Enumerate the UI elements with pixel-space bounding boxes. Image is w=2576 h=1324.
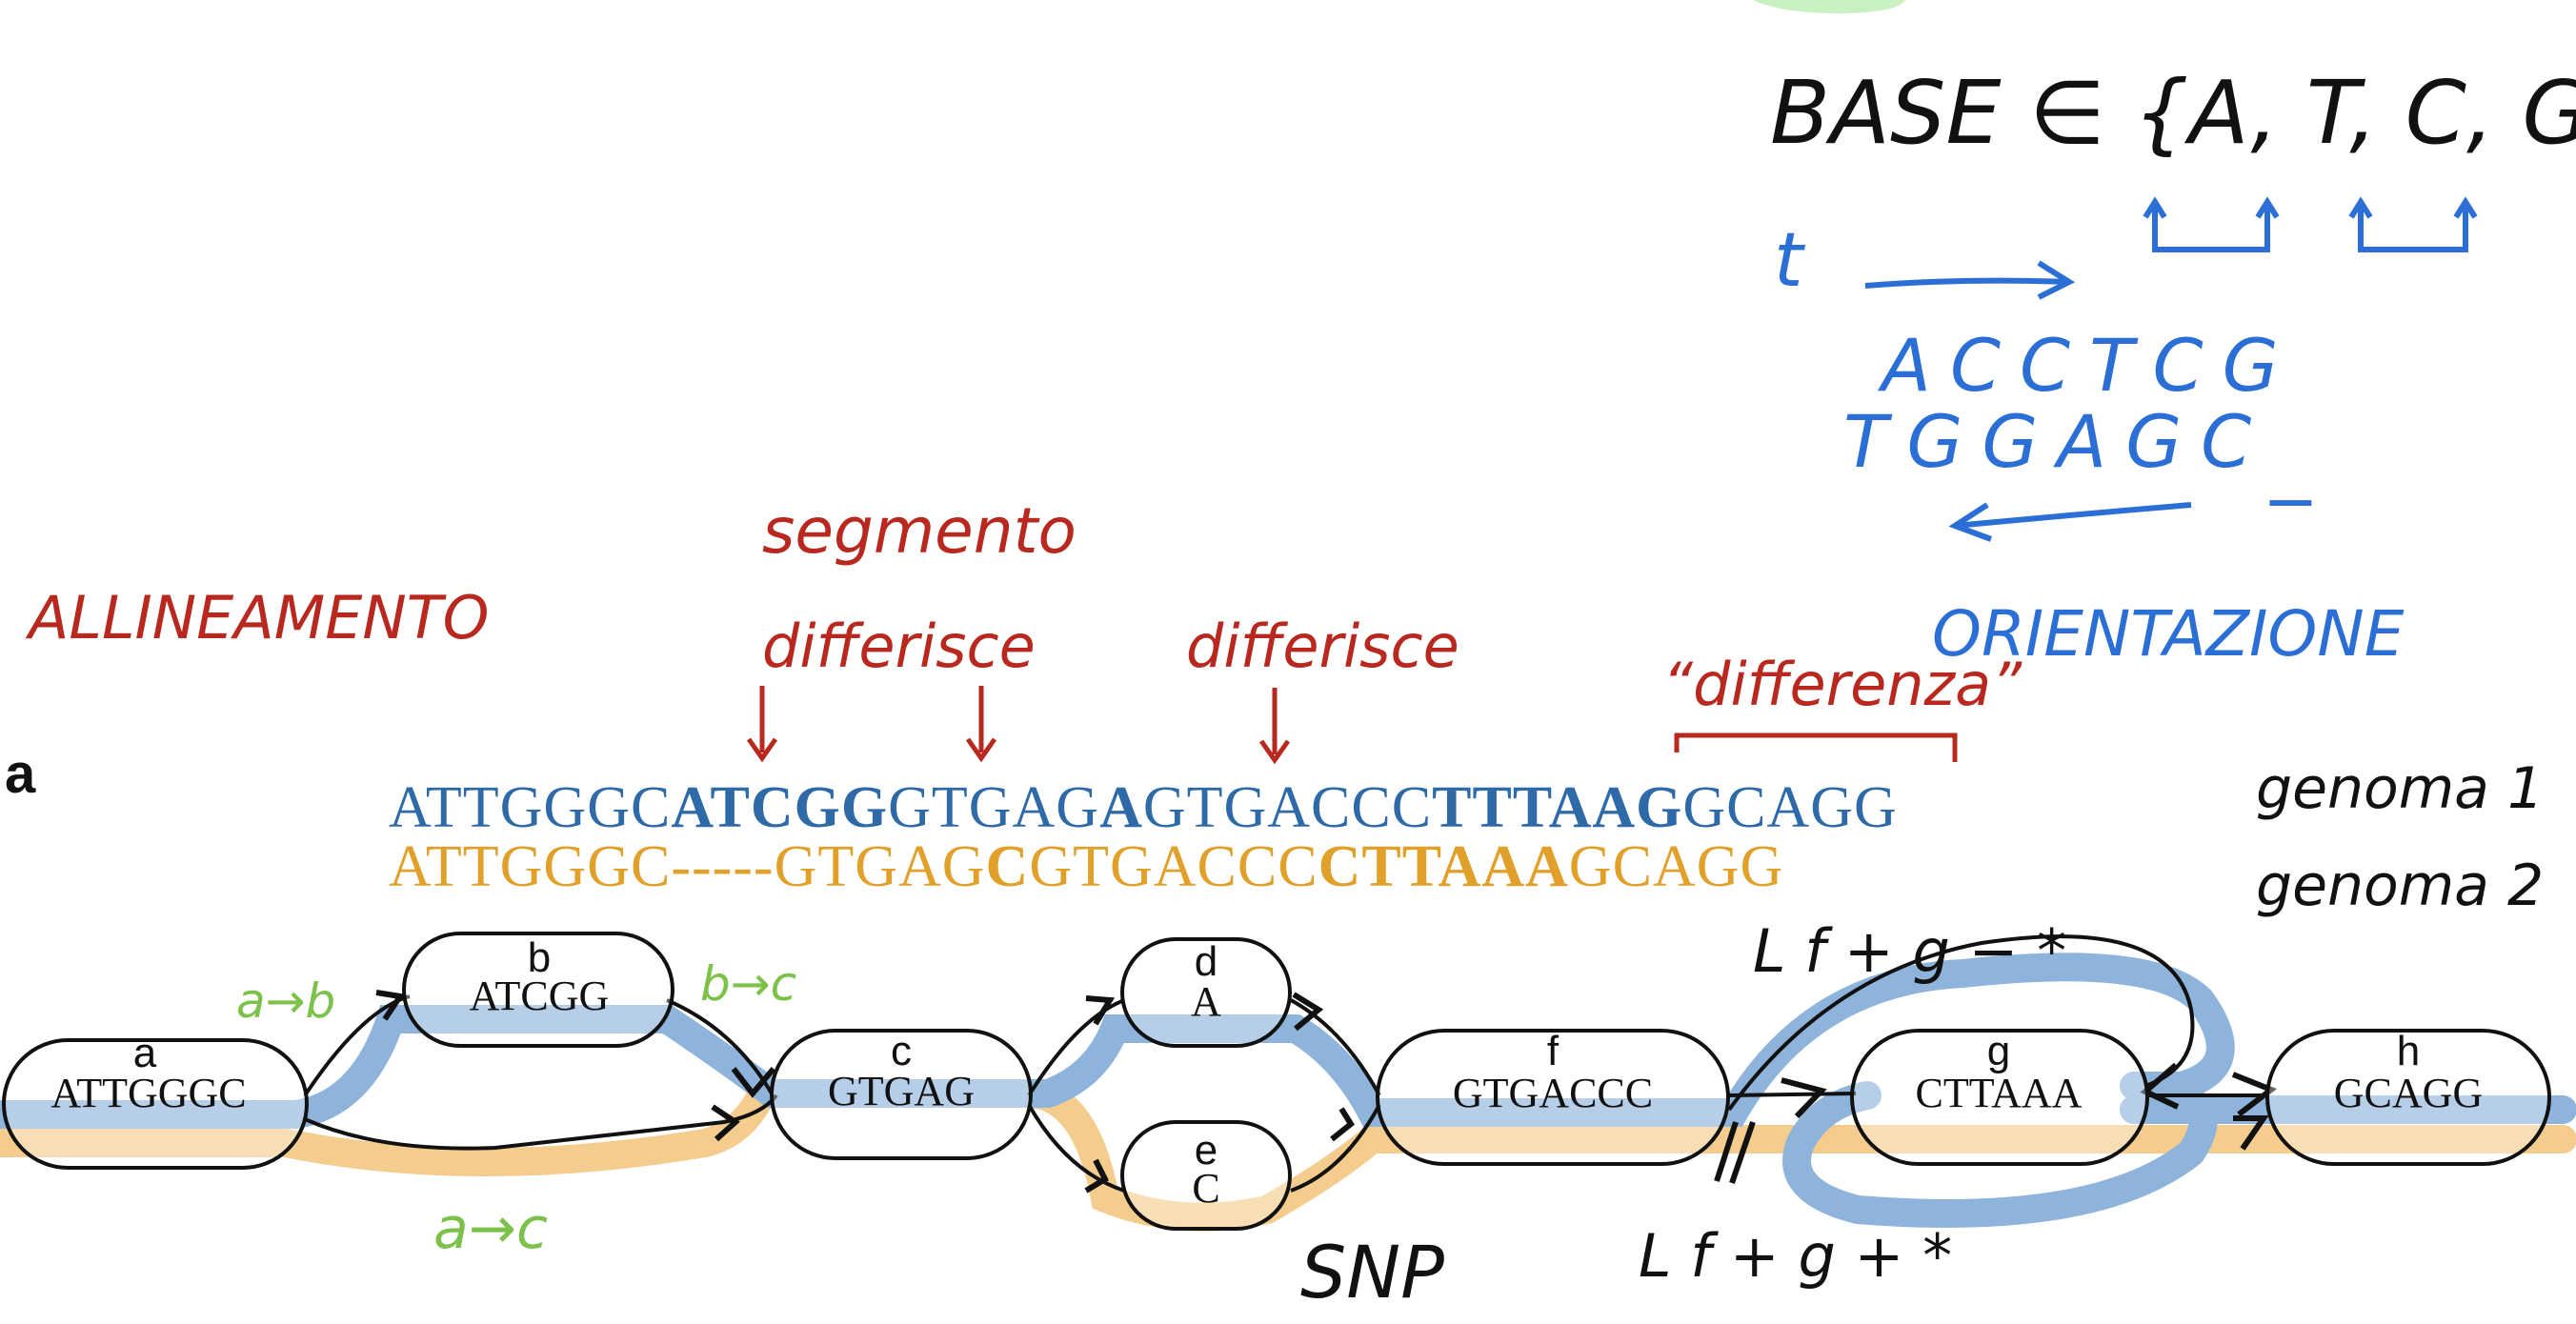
segmento-label: segmento bbox=[762, 494, 1077, 568]
complement-brackets bbox=[2143, 196, 2478, 252]
genome1-loop-path bbox=[1782, 1072, 2218, 1228]
svg-text:b: b bbox=[528, 934, 551, 981]
svg-text:A: A bbox=[1191, 978, 1221, 1025]
reverse-arrow bbox=[1948, 502, 2192, 542]
orientazione-label: ORIENTAZIONE bbox=[1932, 597, 2405, 671]
allineamento-label: ALLINEAMENTO bbox=[25, 583, 489, 652]
sequence-segment: GCAGG bbox=[1682, 775, 1897, 840]
reverse-sequence: TGGAGC bbox=[1843, 399, 2270, 484]
differisce-label-2: differisce bbox=[1186, 612, 1459, 681]
graph-edges bbox=[303, 934, 2269, 1193]
node-b: b ATCGG bbox=[402, 932, 674, 1048]
panel-label-a: a bbox=[5, 743, 36, 805]
sequence-segment: GTGAG bbox=[888, 775, 1099, 840]
base-set-annotation: BASE ∈ {A, T, C, G} bbox=[1770, 62, 2576, 164]
minus-sign: − bbox=[2263, 462, 2319, 540]
edge-label-b-c: b→c bbox=[700, 956, 796, 1012]
svg-text:f: f bbox=[1547, 1028, 1560, 1074]
sequence-segment: TTTAAG bbox=[1432, 775, 1682, 840]
node-f: f GTGACCC bbox=[1376, 1028, 1730, 1166]
genome1-sequence: ATTGGGCATCGGGTGAGAGTGACCCTTTAAGGCAGG bbox=[389, 775, 1898, 840]
lf-g-plus-label: L f + g + * bbox=[1639, 1221, 1952, 1291]
forward-arrow bbox=[1864, 260, 2076, 300]
lf-g-minus-label: L f + g − * bbox=[1753, 916, 2066, 986]
red-pointer-arrows bbox=[746, 686, 1958, 765]
sequence-segment: CTTAAA bbox=[1318, 834, 1569, 899]
svg-text:ATCGG: ATCGG bbox=[470, 973, 610, 1019]
svg-text:GCAGG: GCAGG bbox=[2334, 1070, 2483, 1116]
genome1-path bbox=[0, 953, 2235, 1129]
sequence-segment: ----- bbox=[671, 834, 774, 899]
green-highlight-fragment bbox=[1753, 0, 1905, 13]
svg-text:a: a bbox=[133, 1030, 157, 1076]
time-label: t bbox=[1774, 218, 1805, 304]
node-c: c GTGAG bbox=[770, 1028, 1033, 1160]
sequence-segment: GCAGG bbox=[1569, 834, 1783, 899]
sequence-segment: ATTGGGC bbox=[389, 834, 671, 899]
svg-text:ATTGGGC: ATTGGGC bbox=[50, 1070, 246, 1116]
node-a: a ATTGGGC bbox=[2, 1030, 309, 1170]
forward-sequence: ACCTCG bbox=[1877, 323, 2298, 408]
sequence-segment: ATCGG bbox=[671, 775, 888, 840]
snp-label: SNP bbox=[1300, 1230, 1444, 1314]
svg-text:d: d bbox=[1195, 938, 1218, 985]
svg-text:GTGAG: GTGAG bbox=[828, 1068, 975, 1114]
differisce-label-1: differisce bbox=[762, 612, 1036, 681]
svg-text:c: c bbox=[891, 1028, 912, 1074]
svg-text:e: e bbox=[1195, 1127, 1218, 1174]
edge-label-a-c: a→c bbox=[433, 1195, 548, 1262]
sequence-segment: GTGACCC bbox=[1029, 834, 1318, 899]
node-h: h GCAGG bbox=[2265, 1028, 2551, 1166]
svg-text:h: h bbox=[2397, 1028, 2420, 1074]
differenza-label: “differenza” bbox=[1662, 650, 2023, 719]
sequence-segment: C bbox=[986, 834, 1030, 899]
svg-text:CTTAAA: CTTAAA bbox=[1916, 1070, 2083, 1116]
sequence-segment: A bbox=[1099, 775, 1143, 840]
node-e: e C bbox=[1120, 1120, 1292, 1231]
sequence-segment: ATTGGGC bbox=[389, 775, 671, 840]
svg-text:GTGACCC: GTGACCC bbox=[1453, 1070, 1653, 1116]
sequence-segment: GTGACCC bbox=[1143, 775, 1432, 840]
genome2-label: genoma 2 bbox=[2256, 853, 2544, 919]
svg-text:C: C bbox=[1192, 1165, 1219, 1212]
genome1-label: genoma 1 bbox=[2256, 755, 2544, 822]
svg-text:g: g bbox=[1987, 1028, 2010, 1074]
sequence-segment: GTGAG bbox=[775, 834, 986, 899]
node-d: d A bbox=[1120, 937, 1292, 1048]
genome2-sequence: ATTGGGC-----GTGAGCGTGACCCCTTAAAGCAGG bbox=[389, 834, 1783, 899]
edge-label-a-b: a→b bbox=[236, 973, 335, 1029]
node-g: g CTTAAA bbox=[1850, 1028, 2149, 1166]
